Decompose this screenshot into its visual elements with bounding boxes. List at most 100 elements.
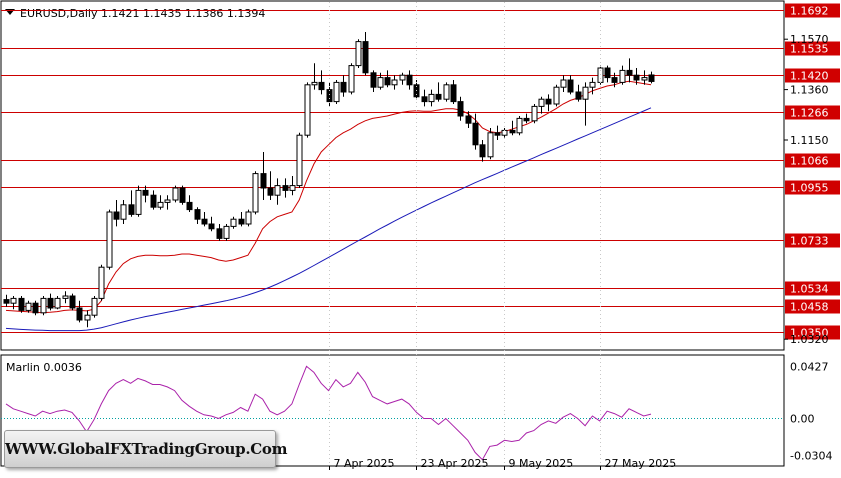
- level-lines: 1.1692 1.1535 1.1420 1.1266 1.1066 1.0955 1.07…: [1, 3, 840, 340]
- candle: [76, 300, 83, 323]
- candle-bear-body: [370, 72, 377, 88]
- candle: [435, 82, 442, 102]
- candle: [135, 185, 142, 217]
- candle-bull-body: [164, 199, 171, 203]
- candle: [597, 65, 604, 85]
- candle: [32, 300, 39, 316]
- candle: [406, 70, 413, 90]
- candle: [260, 152, 267, 200]
- candle-bull-body: [487, 132, 494, 158]
- candle: [157, 195, 164, 210]
- watermark: WWW.GlobalFXTradingGroup.Com: [4, 430, 287, 468]
- candle: [538, 96, 545, 114]
- candle-bear-body: [604, 67, 611, 79]
- candle: [40, 296, 47, 316]
- candle-bull-body: [560, 79, 567, 88]
- candle: [10, 296, 17, 310]
- candle: [267, 171, 274, 200]
- candle-bear-body: [201, 218, 208, 225]
- candle-bull-body: [538, 98, 545, 107]
- candle: [98, 264, 105, 301]
- price-tick-label: 1.0320: [790, 333, 829, 346]
- candle: [62, 291, 69, 304]
- candle-bear-body: [435, 93, 442, 100]
- candle: [311, 63, 318, 90]
- candle: [619, 65, 626, 85]
- candle: [106, 209, 113, 270]
- candle: [201, 212, 208, 227]
- level-label-bg: [785, 105, 840, 120]
- candle-bear-body: [472, 122, 479, 146]
- candle-bear-body: [318, 81, 325, 91]
- candle: [648, 71, 655, 84]
- candle-bull-body: [641, 77, 648, 81]
- price-axis: 1.1570 1.1360 1.1150 1.0320: [784, 33, 829, 346]
- candle: [113, 200, 120, 227]
- candle-bear-body: [340, 81, 347, 93]
- candle: [567, 75, 574, 95]
- candle: [296, 132, 303, 188]
- candle-bull-body: [252, 173, 259, 213]
- candle: [348, 63, 355, 95]
- main-pane: [0, 0, 785, 351]
- candle-bull-body: [589, 81, 596, 88]
- candle-bull-body: [223, 225, 230, 239]
- candle-bear-body: [626, 69, 633, 76]
- candle: [18, 296, 25, 313]
- candle-bear-body: [18, 297, 25, 311]
- candle: [589, 77, 596, 95]
- candle: [641, 70, 648, 85]
- candle: [553, 84, 560, 107]
- candle: [120, 200, 127, 224]
- symbol-header: EURUSD,Daily 1.1421 1.1435 1.1386 1.1394: [20, 7, 265, 20]
- candle-bear-body: [282, 185, 289, 191]
- candle: [633, 68, 640, 85]
- candle: [362, 32, 369, 76]
- candle-bull-body: [355, 41, 362, 67]
- candle: [487, 128, 494, 160]
- candle-bear-body: [479, 144, 486, 158]
- candle-bull-body: [553, 86, 560, 105]
- fast-ma-line: [5, 80, 652, 314]
- candle-bull-body: [289, 185, 296, 191]
- candle: [472, 113, 479, 150]
- level-label: 1.0458: [790, 301, 829, 314]
- candle-bear-body: [406, 74, 413, 86]
- candle: [216, 224, 223, 241]
- candle: [604, 65, 611, 83]
- candle-bull-body: [428, 93, 435, 103]
- candle-bull-body: [582, 86, 589, 100]
- candle-bull-body: [516, 117, 523, 134]
- candle-bear-body: [150, 194, 157, 208]
- level-label-bg: [785, 68, 840, 83]
- level-label-bg: [785, 153, 840, 168]
- candle: [47, 293, 54, 311]
- candle-bear-body: [362, 41, 369, 74]
- indicator-plot: 0.0427 0.00 -0.0304: [1, 361, 832, 462]
- level-label: 1.1266: [790, 107, 829, 120]
- candle: [443, 82, 450, 102]
- candle: [25, 300, 32, 313]
- slow-ma-line: [5, 107, 652, 332]
- candle: [340, 75, 347, 97]
- candle: [494, 125, 501, 140]
- candle-bear-body: [238, 218, 245, 225]
- candle: [421, 89, 428, 107]
- candle: [626, 58, 633, 83]
- candle-bear-body: [128, 204, 135, 215]
- candle: [531, 104, 538, 124]
- candle-bull-body: [245, 211, 252, 225]
- candle: [370, 70, 377, 92]
- candle: [465, 111, 472, 128]
- candle-bull-body: [230, 218, 237, 227]
- candle: [289, 176, 296, 196]
- candle-bull-body: [120, 204, 127, 220]
- candle: [516, 116, 523, 136]
- candle-bull-body: [84, 314, 91, 321]
- candle: [3, 294, 10, 307]
- candle-bull-body: [443, 84, 450, 100]
- level-label: 1.0350: [790, 327, 829, 340]
- candle-bull-body: [304, 84, 311, 136]
- candle-bull-body: [391, 79, 398, 86]
